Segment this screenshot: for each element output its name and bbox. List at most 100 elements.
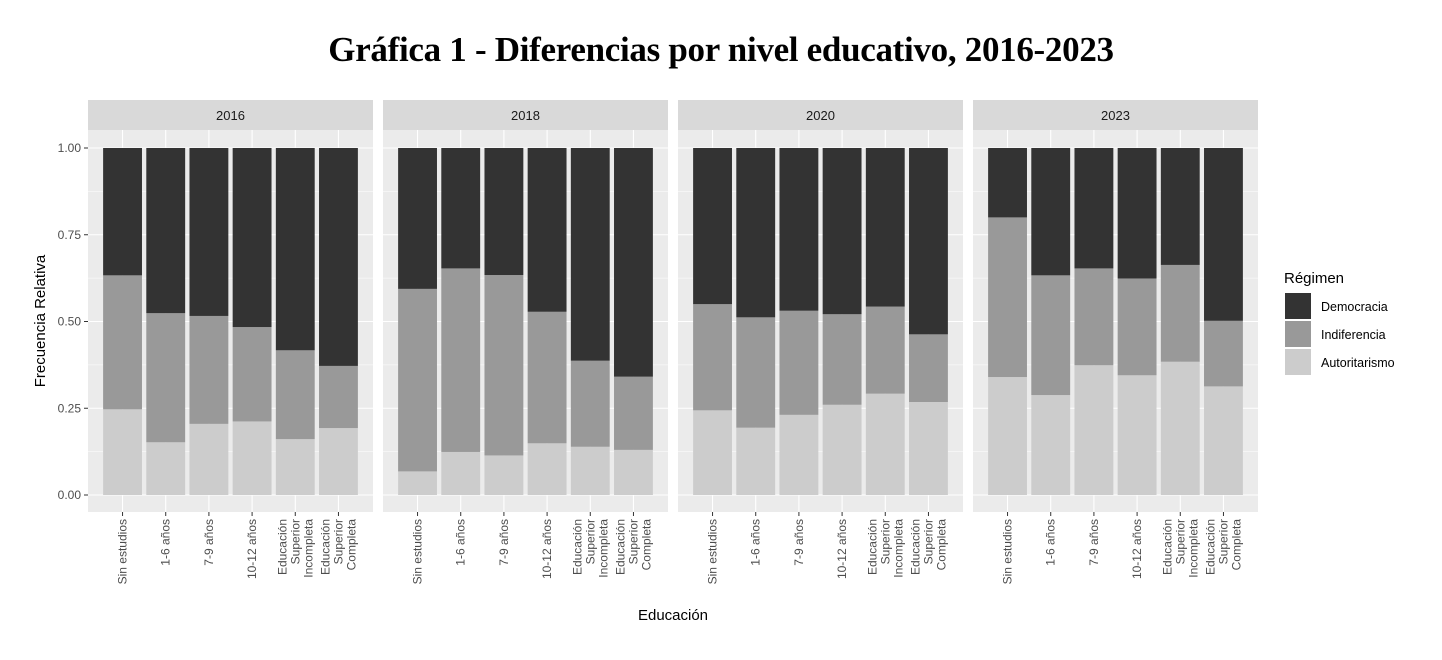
bar-segment-autoritarismo [1204, 386, 1243, 495]
bar-segment-indiferencia [865, 306, 905, 394]
facet-strip [678, 100, 963, 130]
bar-segment-indiferencia [103, 275, 142, 410]
x-tick-label-line: Completa [639, 519, 653, 571]
bar-segment-democracia [1160, 148, 1200, 265]
x-tick-label-line: Educación [865, 519, 879, 575]
facet-strip-label: 2020 [806, 108, 835, 123]
bar-segment-autoritarismo [1074, 365, 1114, 495]
facet-panel-2016: 2016 Sin estudios 1-6 años 7-9 años 10-12 añ… [88, 100, 373, 584]
bar-segment-autoritarismo [398, 471, 437, 495]
bar-segment-democracia [865, 148, 905, 307]
x-tick-label: Sin estudios [411, 519, 425, 584]
bar-segment-autoritarismo [909, 402, 948, 495]
bar-segment-indiferencia [441, 268, 481, 452]
bar-segment-democracia [1031, 148, 1071, 276]
x-tick-label-line: Sin estudios [411, 519, 425, 584]
legend: Régimen Democracia Indiferencia Autoritari… [1284, 270, 1395, 375]
bar-segment-democracia [275, 148, 315, 351]
bar-segment-autoritarismo [146, 442, 186, 495]
bar-segment-autoritarismo [614, 449, 653, 495]
x-tick-label-line: Superior [1173, 519, 1187, 564]
x-tick-label-line: Sin estudios [1001, 519, 1015, 584]
legend-swatch-democracia [1285, 293, 1311, 319]
bar-segment-autoritarismo [275, 439, 315, 495]
bar-segment-democracia [779, 148, 819, 311]
bar-segment-indiferencia [1204, 320, 1243, 387]
x-tick-label: 1-6 años [159, 519, 173, 566]
x-tick-label: EducaciónSuperiorIncompleta [275, 519, 315, 578]
bar-segment-indiferencia [146, 313, 186, 443]
bar-segment-democracia [822, 148, 862, 315]
x-tick-label: 10-12 años [835, 519, 849, 579]
y-axis: 0.00 0.25 0.50 0.75 1.00 [58, 141, 88, 502]
x-tick-label-line: 7-9 años [497, 519, 511, 566]
x-tick-label-line: Completa [1229, 519, 1243, 571]
bar-segment-indiferencia [693, 304, 732, 411]
legend-swatch-autoritarismo [1285, 349, 1311, 375]
bar-segment-indiferencia [570, 360, 610, 447]
bar-segment-autoritarismo [988, 377, 1027, 495]
bar-segment-indiferencia [614, 376, 653, 450]
bar-segment-democracia [1117, 148, 1157, 279]
x-tick-label-line: Educación [275, 519, 289, 575]
legend-label-democracia: Democracia [1321, 300, 1388, 314]
x-tick-label-line: Educación [570, 519, 584, 575]
bar-segment-autoritarismo [736, 427, 776, 495]
x-tick-label: EducaciónSuperiorCompleta [1203, 519, 1243, 575]
bar-segment-indiferencia [1160, 264, 1200, 362]
x-tick-label: 7-9 años [497, 519, 511, 566]
y-tick-label: 0.50 [58, 315, 82, 329]
bar-segment-democracia [736, 148, 776, 318]
bar-segment-indiferencia [1117, 278, 1157, 376]
x-tick-label: Sin estudios [116, 519, 130, 584]
x-tick-label-line: 7-9 años [792, 519, 806, 566]
bar-segment-indiferencia [527, 311, 567, 444]
bar-segment-democracia [570, 148, 610, 361]
bar-segment-indiferencia [988, 217, 1027, 378]
x-tick-label: 10-12 años [540, 519, 554, 579]
x-tick-label: Sin estudios [706, 519, 720, 584]
bar-segment-indiferencia [189, 315, 229, 424]
x-tick-label-line: Educación [908, 519, 922, 575]
legend-title: Régimen [1284, 270, 1344, 287]
bar-segment-autoritarismo [441, 451, 481, 495]
x-tick-label: 7-9 años [202, 519, 216, 566]
x-tick-label: 1-6 años [1044, 519, 1058, 566]
bar-segment-autoritarismo [103, 409, 142, 495]
x-tick-label-line: Educación [613, 519, 627, 575]
bar-segment-democracia [319, 148, 358, 366]
y-tick-label: 1.00 [58, 141, 82, 155]
bar-segment-democracia [614, 148, 653, 377]
x-tick-label-line: 7-9 años [202, 519, 216, 566]
x-tick-label-line: Completa [344, 519, 358, 571]
x-tick-label-line: 7-9 años [1087, 519, 1101, 566]
bar-segment-indiferencia [232, 327, 272, 422]
bar-segment-indiferencia [398, 288, 437, 472]
x-tick-label: 1-6 años [749, 519, 763, 566]
bar-segment-indiferencia [1074, 268, 1114, 366]
x-tick-label-line: Sin estudios [116, 519, 130, 584]
facet-panel-2023: 2023 Sin estudios 1-6 años 7-9 años 10-12 añ… [973, 100, 1258, 584]
bar-segment-autoritarismo [822, 404, 862, 495]
bar-segment-democracia [484, 148, 524, 276]
y-tick-label: 0.25 [58, 401, 82, 415]
x-tick-label-line: 10-12 años [1130, 519, 1144, 579]
x-tick-label-line: 1-6 años [1044, 519, 1058, 566]
facet-strip [383, 100, 668, 130]
x-tick-label-line: Completa [934, 519, 948, 571]
bar-segment-democracia [693, 148, 732, 305]
x-tick-label-line: Incompleta [891, 519, 905, 578]
bar-segment-autoritarismo [865, 393, 905, 495]
bar-segment-autoritarismo [319, 428, 358, 495]
bar-segment-indiferencia [736, 317, 776, 428]
bar-segment-indiferencia [319, 365, 358, 429]
x-tick-label-line: Superior [626, 519, 640, 564]
bar-segment-democracia [189, 148, 229, 316]
legend-swatch-indiferencia [1285, 321, 1311, 347]
x-tick-label-line: 1-6 años [454, 519, 468, 566]
y-axis-title: Frecuencia Relativa [32, 254, 49, 387]
facet-strip-label: 2018 [511, 108, 540, 123]
x-tick-label-line: Superior [288, 519, 302, 564]
bar-segment-autoritarismo [1117, 375, 1157, 495]
facet-panels: 2016 Sin estudios 1-6 años 7-9 años 10-12 añ… [88, 100, 1258, 584]
